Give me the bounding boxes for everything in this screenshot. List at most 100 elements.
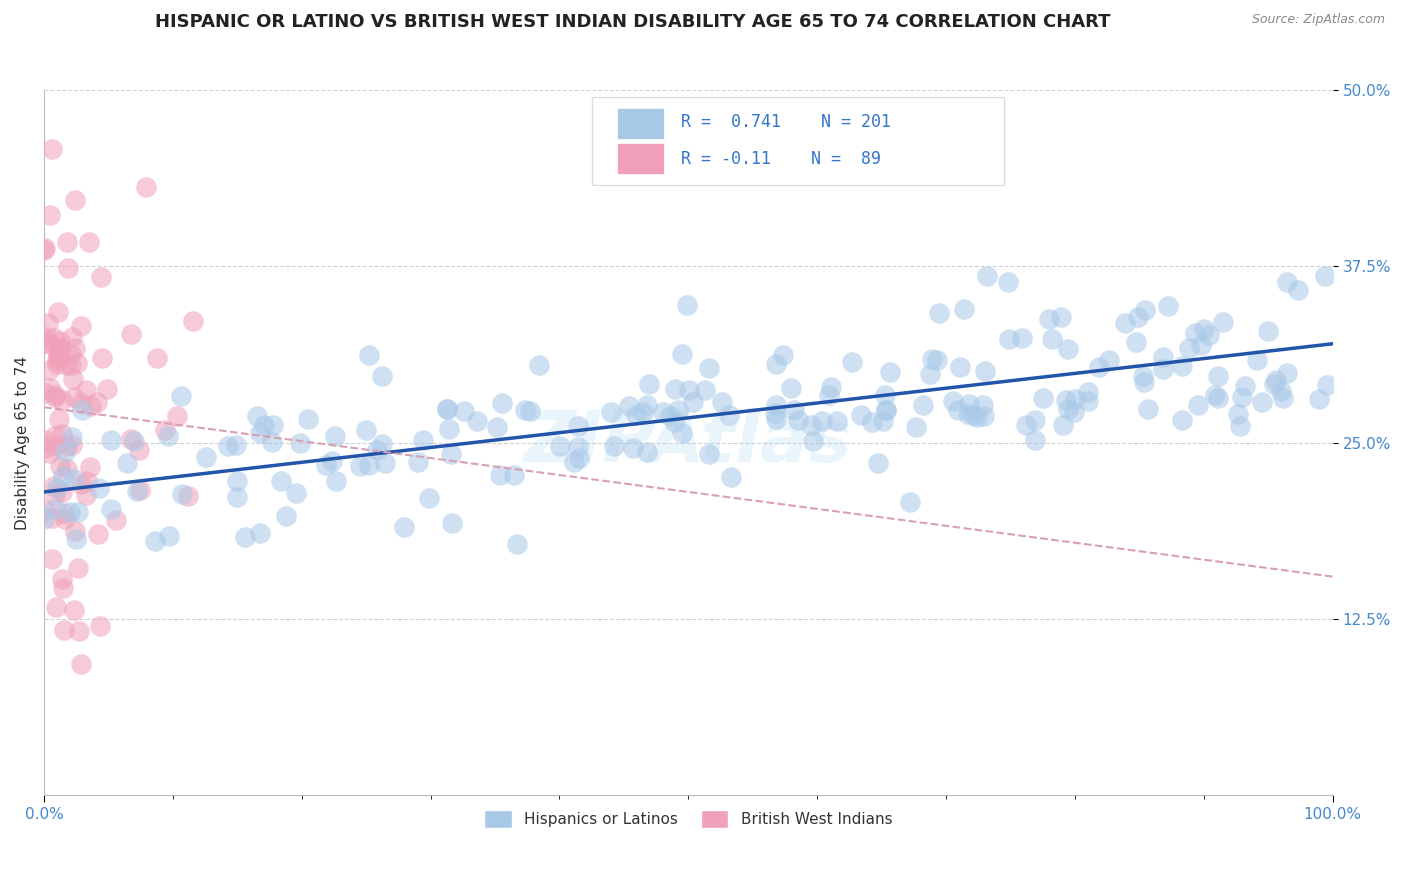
- Point: [1077, 393, 1099, 408]
- Point: [55, 439, 77, 453]
- Point: [35, 329, 58, 343]
- Point: [60, 430, 83, 444]
- Point: [49, 341, 72, 355]
- Point: [1233, 379, 1256, 393]
- Point: [905, 420, 928, 434]
- Point: [1087, 359, 1109, 374]
- Point: [664, 382, 686, 396]
- Text: HISPANIC OR LATINO VS BRITISH WEST INDIAN DISABILITY AGE 65 TO 74 CORRELATION CH: HISPANIC OR LATINO VS BRITISH WEST INDIA…: [155, 13, 1111, 31]
- Point: [1077, 384, 1099, 399]
- Point: [366, 442, 388, 457]
- Point: [100, 434, 122, 448]
- Text: Source: ZipAtlas.com: Source: ZipAtlas.com: [1251, 13, 1385, 27]
- Point: [297, 412, 319, 426]
- Point: [359, 458, 381, 473]
- Point: [51, 427, 73, 442]
- Point: [621, 441, 644, 455]
- Point: [39, 336, 62, 351]
- Point: [41, 552, 63, 566]
- Point: [225, 438, 247, 452]
- Point: [44, 488, 66, 502]
- Point: [962, 409, 984, 423]
- Point: [315, 458, 337, 472]
- Point: [973, 364, 995, 378]
- Point: [374, 456, 396, 470]
- Point: [875, 402, 897, 417]
- Point: [70, 657, 93, 671]
- Point: [1054, 392, 1077, 407]
- Point: [1125, 335, 1147, 350]
- Point: [763, 406, 786, 420]
- Point: [46, 304, 69, 318]
- Point: [44, 502, 66, 516]
- Point: [233, 530, 256, 544]
- Point: [527, 358, 550, 372]
- Point: [321, 454, 343, 468]
- Point: [976, 268, 998, 283]
- Point: [217, 439, 239, 453]
- Point: [437, 421, 460, 435]
- Point: [75, 383, 97, 397]
- Point: [800, 418, 823, 433]
- Point: [1063, 405, 1085, 419]
- Point: [1246, 353, 1268, 368]
- Point: [35, 442, 58, 456]
- Point: [274, 508, 297, 523]
- Point: [617, 399, 640, 413]
- Point: [65, 533, 87, 547]
- Point: [912, 398, 935, 412]
- Point: [63, 194, 86, 208]
- Point: [34, 433, 56, 447]
- FancyBboxPatch shape: [592, 96, 1004, 185]
- Point: [439, 447, 461, 461]
- Point: [1126, 310, 1149, 325]
- Point: [288, 436, 311, 450]
- Point: [925, 353, 948, 368]
- Point: [1133, 302, 1156, 317]
- Point: [135, 180, 157, 194]
- Point: [562, 454, 585, 468]
- Point: [115, 456, 138, 470]
- Point: [60, 358, 83, 372]
- Point: [1286, 284, 1309, 298]
- Point: [63, 524, 86, 538]
- Point: [966, 410, 988, 425]
- Point: [58, 260, 80, 275]
- Point: [568, 450, 591, 465]
- Point: [39, 381, 62, 395]
- Point: [1206, 392, 1229, 406]
- Point: [928, 306, 950, 320]
- Point: [1152, 361, 1174, 376]
- Point: [34, 242, 56, 256]
- Point: [567, 440, 589, 454]
- Point: [652, 405, 675, 419]
- Text: R =  0.741    N = 201: R = 0.741 N = 201: [681, 113, 890, 131]
- Point: [354, 423, 377, 437]
- Point: [49, 458, 72, 473]
- Point: [45, 353, 67, 368]
- Point: [875, 403, 897, 417]
- Point: [70, 477, 93, 491]
- Point: [62, 438, 84, 452]
- Point: [636, 398, 658, 412]
- Point: [52, 623, 75, 637]
- Point: [1204, 388, 1226, 402]
- Point: [772, 348, 794, 362]
- Point: [697, 361, 720, 376]
- Point: [1114, 316, 1136, 330]
- Point: [48, 343, 70, 357]
- Point: [825, 414, 848, 428]
- Point: [1187, 398, 1209, 412]
- Point: [75, 488, 97, 502]
- Point: [122, 434, 145, 448]
- Point: [1050, 310, 1073, 325]
- Point: [172, 486, 194, 500]
- Point: [45, 357, 67, 371]
- Point: [436, 401, 458, 416]
- Point: [920, 367, 942, 381]
- Point: [872, 414, 894, 428]
- Point: [79, 399, 101, 413]
- Point: [717, 408, 740, 422]
- Point: [1270, 384, 1292, 398]
- Point: [41, 142, 63, 156]
